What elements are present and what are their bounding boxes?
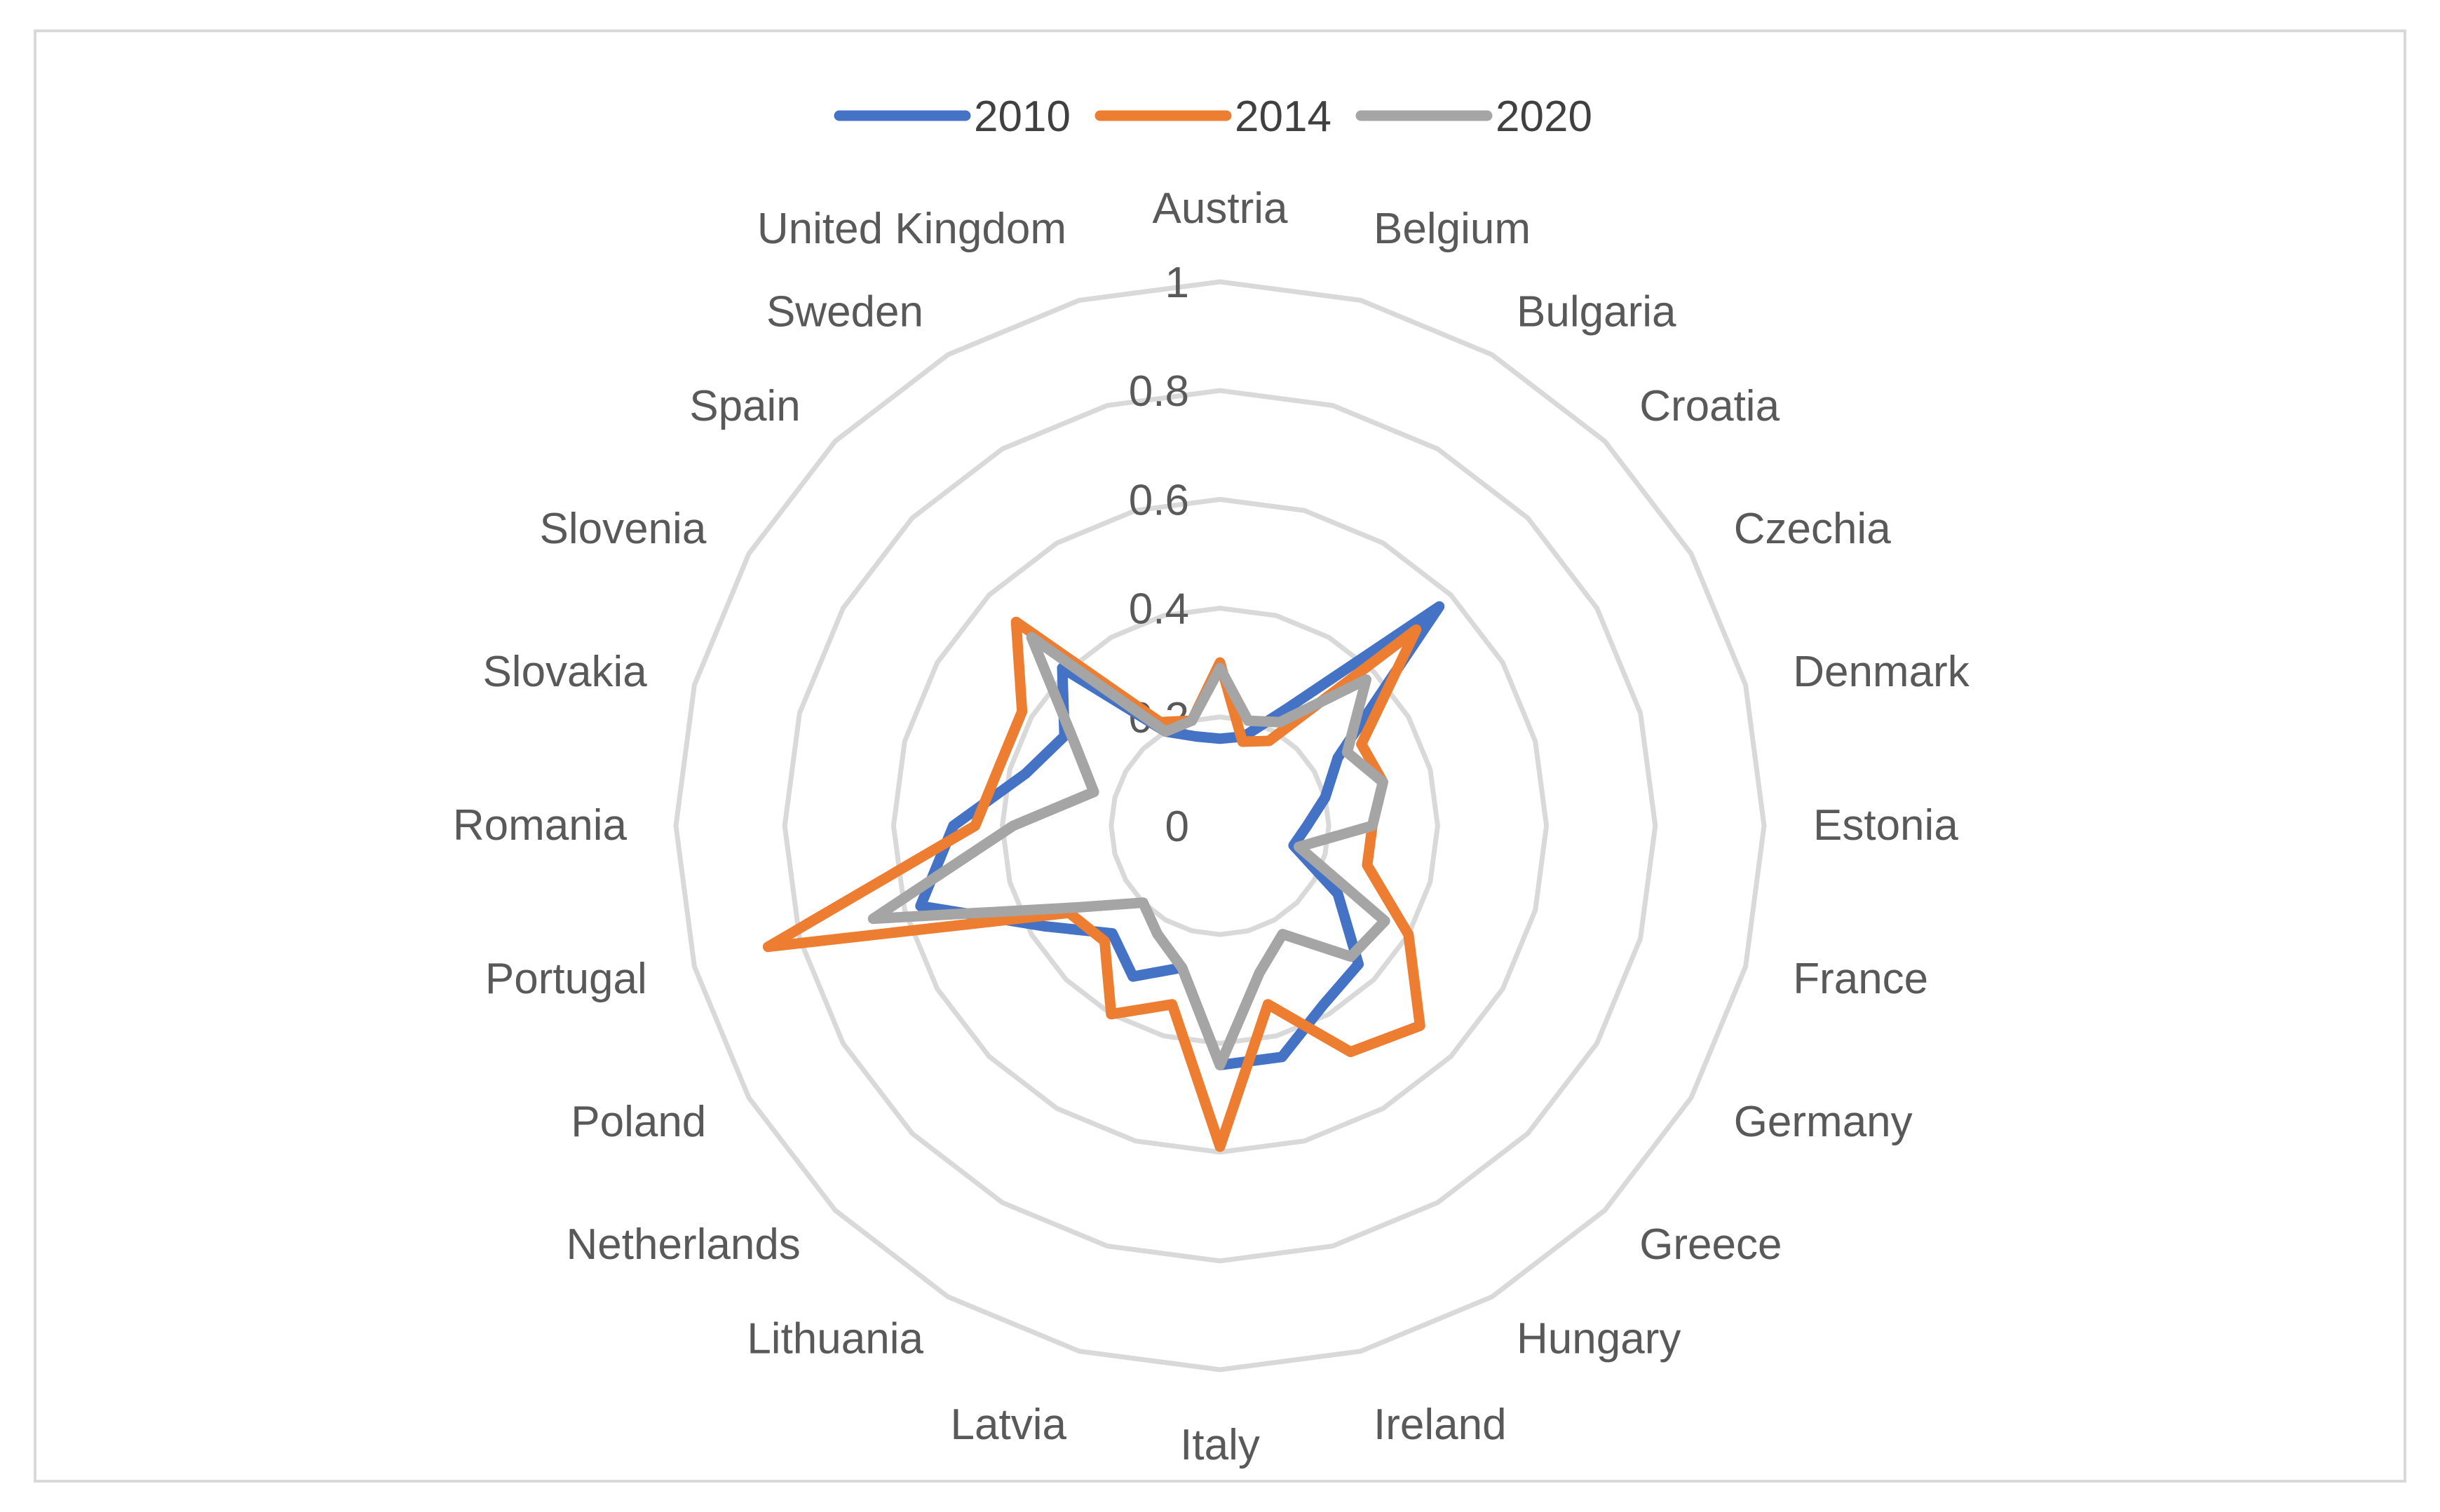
- grid-ring: [890, 496, 1550, 1155]
- category-label-france: France: [1793, 955, 1928, 1003]
- grid-ring: [1109, 714, 1331, 937]
- tick-label: 0.6: [1129, 476, 1189, 524]
- category-label-estonia: Estonia: [1813, 801, 1958, 850]
- category-label-romania: Romania: [453, 801, 628, 850]
- category-label-ireland: Ireland: [1374, 1401, 1507, 1449]
- legend-label-2014: 2014: [1235, 93, 1331, 141]
- grid-ring: [673, 279, 1767, 1373]
- series-2020-line: [867, 632, 1390, 1070]
- category-label-bulgaria: Bulgaria: [1517, 287, 1676, 336]
- category-label-germany: Germany: [1734, 1098, 1913, 1146]
- category-label-greece: Greece: [1639, 1220, 1782, 1269]
- category-label-czechia: Czechia: [1734, 505, 1892, 553]
- chart-frame: [34, 29, 2406, 1483]
- legend: 2010 2014 2020: [834, 93, 1592, 141]
- category-labels: Austria Belgium Bulgaria Croatia Czechia Denm…: [453, 184, 1970, 1469]
- tick-label: 0.8: [1129, 367, 1189, 416]
- category-label-slovenia: Slovenia: [539, 505, 706, 553]
- grid: [673, 279, 1767, 1373]
- category-label-spain: Spain: [689, 382, 801, 430]
- category-label-poland: Poland: [571, 1098, 706, 1146]
- series-2014-line: [762, 616, 1425, 1152]
- category-label-sweden: Sweden: [766, 287, 923, 336]
- category-label-portugal: Portugal: [485, 955, 647, 1003]
- category-label-austria: Austria: [1153, 184, 1288, 233]
- tick-labels: 00.20.40.60.81: [1129, 259, 1189, 851]
- grid-ring: [782, 388, 1658, 1264]
- category-label-latvia: Latvia: [951, 1401, 1067, 1449]
- category-label-united-kingdom: United Kingdom: [757, 205, 1066, 253]
- tick-label: 0: [1165, 803, 1189, 851]
- grid-ring: [1000, 606, 1440, 1046]
- category-label-croatia: Croatia: [1639, 382, 1780, 430]
- category-label-italy: Italy: [1180, 1421, 1260, 1469]
- legend-label-2020: 2020: [1496, 93, 1592, 141]
- legend-label-2010: 2010: [974, 93, 1071, 141]
- category-label-slovakia: Slovakia: [482, 648, 647, 696]
- category-label-belgium: Belgium: [1374, 205, 1531, 253]
- category-label-lithuania: Lithuania: [747, 1315, 923, 1363]
- tick-label: 1: [1165, 259, 1189, 307]
- category-label-denmark: Denmark: [1793, 648, 1970, 696]
- tick-label: 0.4: [1129, 585, 1189, 634]
- series: [762, 601, 1445, 1152]
- category-label-netherlands: Netherlands: [566, 1220, 800, 1269]
- category-label-hungary: Hungary: [1517, 1315, 1681, 1363]
